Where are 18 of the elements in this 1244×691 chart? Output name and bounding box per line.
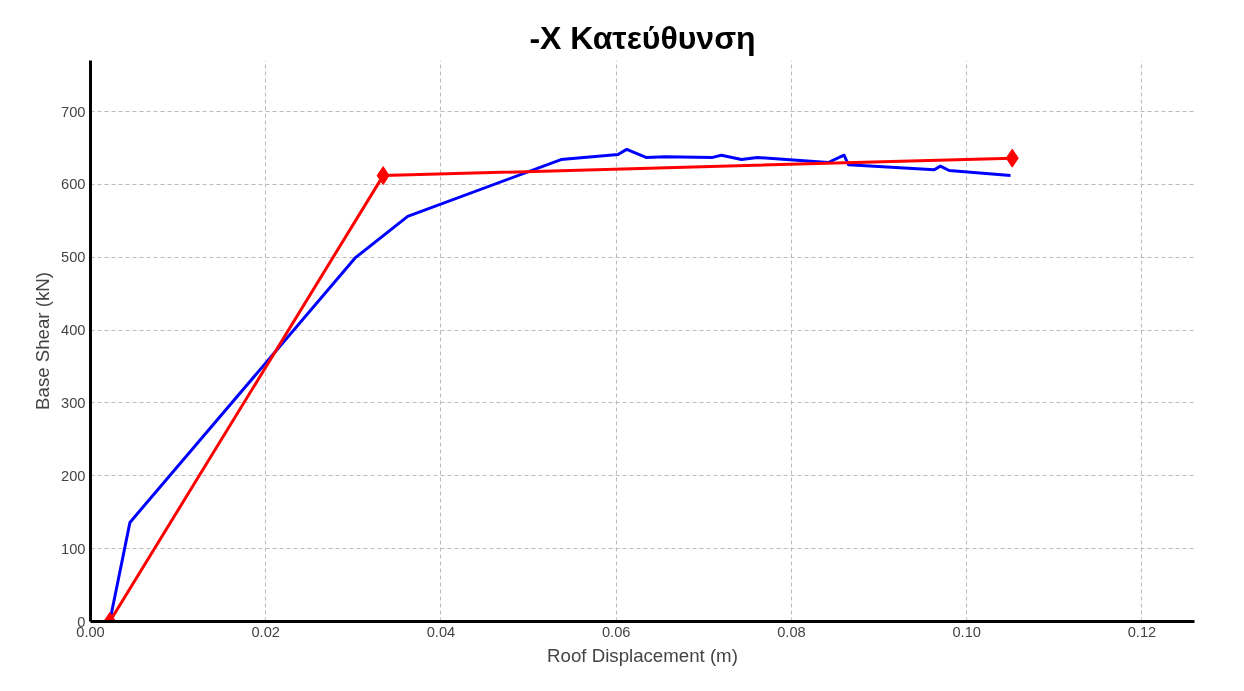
y-tick-label: 100 <box>61 540 86 557</box>
chart-title: -X Κατεύθυνση <box>529 19 756 56</box>
point <box>376 166 390 186</box>
x-tick-label: 0.10 <box>952 623 981 640</box>
y-tick-label: 300 <box>61 394 86 411</box>
x-tick-label: 0.04 <box>426 623 456 640</box>
point <box>1005 148 1019 168</box>
y-tick-label: 500 <box>61 249 86 266</box>
x-tick-label: 0.12 <box>1127 623 1157 640</box>
x-tick-label: 0.08 <box>777 623 806 640</box>
y-axis-title: Base Shear (kN) <box>32 272 54 410</box>
y-tick-label: 200 <box>61 467 86 484</box>
x-tick-label: 0.06 <box>601 623 631 640</box>
y-tick-label: 700 <box>61 103 86 120</box>
y-tick-label: 600 <box>61 176 86 193</box>
y-tick-label: 400 <box>61 322 86 339</box>
x-axis-title: Roof Displacement (m) <box>547 644 738 666</box>
x-tick-label: 0.02 <box>251 623 281 640</box>
